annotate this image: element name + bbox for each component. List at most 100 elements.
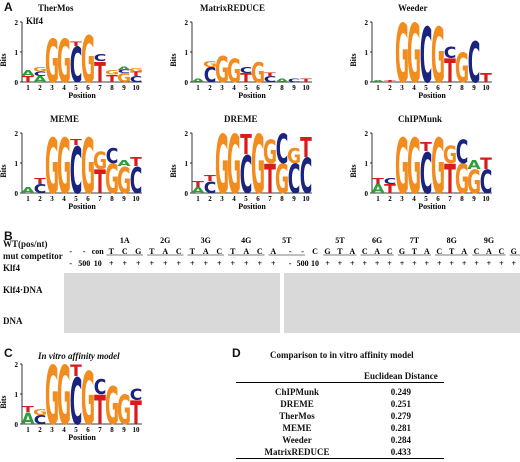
logo-letter-C: C [70, 136, 83, 210]
logo-letter-C: C [34, 413, 47, 427]
logo-position-tick: 8 [110, 195, 114, 203]
logo-y-tick-label: 1 [15, 391, 19, 399]
logo-y-tick-label: 2 [15, 19, 19, 27]
logo-position-tick: 4 [232, 195, 236, 203]
logo-letter-G: G [117, 71, 131, 85]
klf4-label: - [289, 259, 292, 268]
logo-position-tick: 2 [38, 84, 42, 92]
distance-cell: 0.281 [390, 423, 411, 433]
group-label: 1A [120, 236, 130, 245]
band-label-complex: Klf4·DNA [3, 285, 43, 295]
competitor-label: T [190, 247, 196, 256]
logo-y-tick-label: 2 [185, 130, 189, 138]
logo-letter-T: T [240, 129, 252, 162]
logo-position-tick: 7 [448, 84, 452, 92]
panel-b-letter: B [4, 229, 13, 243]
logo-letter-T: T [94, 388, 106, 435]
logo-position-tick: 4 [62, 426, 66, 434]
group-label: 5T [335, 236, 345, 245]
logo-position-tick: 5 [74, 426, 78, 434]
logo-y-label: Bits [169, 53, 178, 66]
competitor-label: - [289, 247, 292, 256]
logo-position-tick: 9 [122, 195, 126, 203]
logo-letter-C: C [300, 150, 313, 205]
logo-position-tick: 4 [62, 195, 66, 203]
klf4-label: 500 [297, 259, 309, 268]
logo-letter-G: G [467, 164, 481, 201]
logo-letter-T: T [192, 180, 205, 189]
logo-letter-T: T [130, 71, 142, 78]
logo-y-tick-label: 1 [365, 49, 369, 57]
group-label: 6G [372, 236, 382, 245]
distance-cell: 0.251 [390, 399, 411, 409]
klf4-label: + [244, 259, 249, 268]
logo-letter-G: G [129, 68, 143, 73]
row-label-mut: mut competitor [3, 251, 63, 261]
competitor-label: A [349, 247, 355, 256]
logo-position-tick: 1 [196, 195, 200, 203]
logo-letter-C: C [468, 31, 481, 96]
competitor-label: C [122, 247, 128, 256]
logo-letter-T: T [130, 155, 142, 169]
logo-y-tick-label: 2 [365, 19, 369, 27]
logo-letter-A: A [191, 186, 205, 195]
klf4-label: + [499, 259, 504, 268]
logo-letter-G: G [57, 28, 71, 97]
logo-letter-C: C [240, 66, 253, 75]
logo-letter-G: G [395, 7, 409, 101]
logo-position-tick: 10 [303, 195, 311, 203]
klf4-label: + [362, 259, 367, 268]
method-cell: ChIPMunk [274, 387, 319, 397]
logo-y-tick-label: 2 [365, 130, 369, 138]
logo-letter-G: G [117, 160, 131, 202]
competitor-label: C [474, 247, 480, 256]
logo-position-tick: 1 [376, 84, 380, 92]
logo-letter-T: T [70, 362, 82, 380]
klf4-label: + [230, 259, 235, 268]
logo-position-tick: 9 [472, 195, 476, 203]
logo-y-tick-label: 0 [365, 79, 369, 87]
logo-letter-G: G [33, 408, 47, 417]
klf4-label: + [163, 259, 168, 268]
logo-position-tick: 2 [388, 84, 392, 92]
logo-letter-C: C [204, 65, 217, 88]
logo-letter-A: A [371, 80, 385, 83]
distance-header: Euclidean Distance [364, 371, 438, 381]
logo-y-tick-label: 1 [185, 49, 189, 57]
logo-position-tick: 1 [196, 84, 200, 92]
logo-y-tick-label: 0 [185, 190, 189, 198]
logo-position-tick: 5 [424, 195, 428, 203]
logo-position-tick: 4 [412, 195, 416, 203]
klf4-label: + [512, 259, 517, 268]
logo-letter-A: A [117, 159, 131, 168]
logo-position-tick: 10 [483, 84, 491, 92]
logo-letter-G: G [407, 7, 421, 101]
logo-letter-G: G [45, 123, 59, 211]
logo-letter-A: A [21, 410, 34, 428]
logo-y-tick-label: 1 [185, 160, 189, 168]
logo-position-tick: 9 [292, 84, 296, 92]
logo-position-tick: 1 [376, 195, 380, 203]
logo-position-tick: 7 [98, 426, 102, 434]
logo-letter-C: C [264, 75, 277, 84]
logo-position-tick: 3 [50, 195, 54, 203]
logo-letter-C: C [444, 44, 457, 62]
logo-letter-T: T [384, 182, 396, 196]
logo-position-tick: 5 [424, 84, 428, 92]
logo-position-tick: 6 [436, 84, 440, 92]
logo-letter-G: G [227, 53, 241, 90]
logo-letter-C: C [420, 12, 433, 100]
logo-letter-G: G [93, 147, 107, 175]
logo-letter-C: C [240, 146, 253, 206]
logo-position-tick: 7 [268, 195, 272, 203]
logo-letter-T: T [480, 71, 492, 85]
logo-letter-T: T [130, 395, 142, 432]
group-label: 5T [282, 236, 292, 245]
logo-letter-T: T [384, 80, 397, 83]
logo-position-tick: 6 [86, 84, 90, 92]
klf4-label: + [271, 259, 276, 268]
klf4-label: + [387, 259, 392, 268]
logo-position-tick: 6 [256, 195, 260, 203]
logo-position-tick: 10 [133, 195, 141, 203]
competitor-label: G [135, 247, 141, 256]
